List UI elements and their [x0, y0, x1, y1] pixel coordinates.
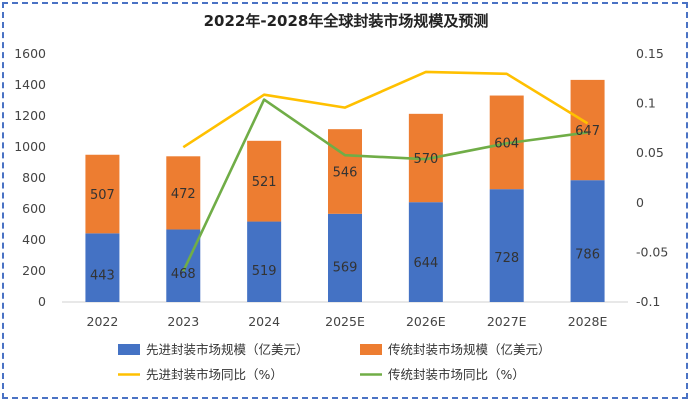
traditional-bar [328, 129, 362, 214]
left-axis: 0 200 400 600 800 1000 1200 1400 1600 [14, 46, 46, 309]
traditional-bar [570, 79, 605, 181]
traditional-bar-label: 472 [171, 187, 196, 202]
right-tick-label: -0.05 [636, 244, 668, 259]
left-tick-label: 1600 [14, 46, 46, 61]
left-tick-label: 800 [22, 170, 46, 185]
x-tick-label: 2025E [325, 314, 365, 329]
left-tick-label: 600 [22, 201, 46, 216]
traditional-bar [247, 140, 282, 222]
advanced-bar-label: 443 [90, 269, 115, 284]
right-tick-label: 0.05 [636, 145, 664, 160]
x-tick-label: 2027E [487, 314, 527, 329]
traditional-bar-label: 507 [90, 188, 115, 203]
advanced-yoy-line [182, 70, 589, 149]
left-tick-label: 1200 [14, 108, 46, 123]
right-tick-label: 0.1 [636, 96, 656, 111]
advanced-bar-label: 644 [413, 256, 438, 271]
right-tick-label: 0 [636, 195, 644, 210]
traditional-bar [85, 154, 120, 234]
advanced-bar-label: 468 [171, 267, 196, 282]
left-tick-label: 200 [22, 263, 46, 278]
x-tick-label: 2028E [568, 314, 608, 329]
bars [85, 79, 605, 302]
x-axis: 2022 2023 2024 2025E 2026E 2027E 2028E [62, 301, 628, 329]
x-tick-label: 2023 [167, 314, 199, 329]
right-tick-label: -0.1 [636, 294, 660, 309]
traditional-bar-label: 521 [252, 175, 277, 190]
left-tick-label: 400 [22, 232, 46, 247]
bar-labels: 443 507 468 472 519 521 569 546 644 570 728 604 786 6… [90, 124, 600, 284]
right-tick-label: 0.15 [636, 46, 664, 61]
advanced-bar-label: 519 [252, 264, 277, 279]
lines [182, 70, 589, 272]
legend-label: 先进封装市场规模（亿美元） [146, 342, 309, 357]
advanced-bar [247, 221, 282, 302]
traditional-bar-label: 647 [575, 124, 600, 139]
left-tick-label: 1000 [14, 139, 46, 154]
advanced-bar-label: 786 [575, 247, 600, 262]
x-tick-label: 2024 [248, 314, 280, 329]
watermark: 雪球：投研邦A [539, 372, 663, 390]
legend: 先进封装市场规模（亿美元） 传统封装市场规模（亿美元） 先进封装市场同比（%） 传统封… [118, 342, 551, 382]
legend-label: 传统封装市场同比（%） [388, 367, 525, 382]
advanced-bar [328, 213, 362, 302]
advanced-bar-label: 728 [494, 251, 519, 266]
advanced-bar [489, 189, 524, 302]
left-tick-label: 1400 [14, 77, 46, 92]
advanced-bar [408, 202, 443, 302]
legend-swatch [118, 344, 140, 355]
x-tick-label: 2022 [87, 314, 119, 329]
left-tick-label: 0 [38, 294, 46, 309]
traditional-bar-label: 570 [413, 152, 438, 167]
chart-title: 2022年-2028年全球封装市场规模及预测 [204, 12, 489, 30]
legend-swatch [360, 344, 382, 355]
legend-label: 先进封装市场同比（%） [146, 367, 283, 382]
advanced-bar-label: 569 [333, 261, 358, 276]
right-axis: -0.1 -0.05 0 0.05 0.1 0.15 [636, 46, 668, 309]
legend-label: 传统封装市场规模（亿美元） [388, 342, 551, 357]
traditional-bar [166, 156, 201, 230]
watermark-text: 雪球：投研邦A [562, 372, 663, 390]
advanced-bar [166, 229, 201, 302]
traditional-bar-label: 604 [494, 136, 519, 151]
advanced-bar [570, 180, 605, 302]
traditional-yoy-line [182, 98, 588, 272]
watermark-logo-icon [539, 372, 557, 390]
traditional-bar-label: 546 [333, 165, 358, 180]
x-tick-label: 2026E [406, 314, 446, 329]
advanced-bar [85, 233, 120, 302]
